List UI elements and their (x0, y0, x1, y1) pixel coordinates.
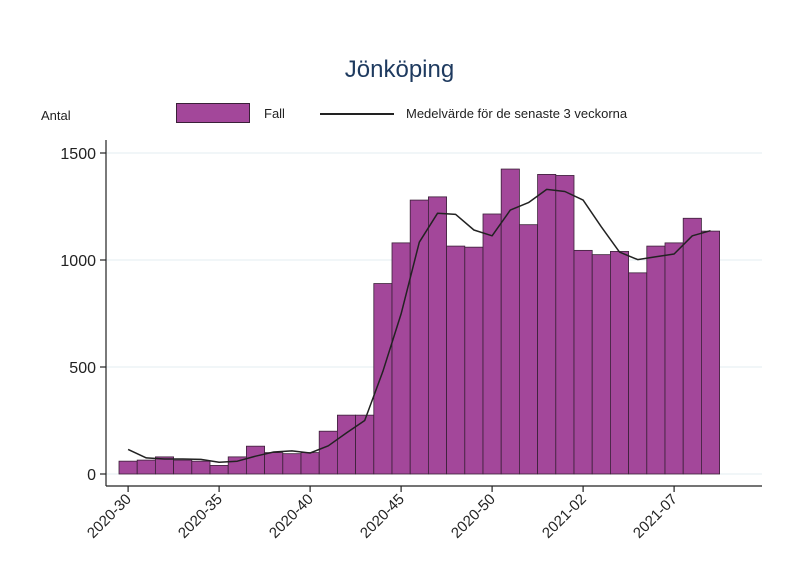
legend-line-average (320, 113, 394, 115)
y-tick-label: 1000 (60, 253, 96, 270)
bar (664, 242, 684, 475)
bar (701, 230, 721, 475)
bar (500, 168, 520, 475)
bar (464, 246, 484, 475)
bar (336, 414, 356, 475)
bar (118, 460, 138, 475)
bar (209, 465, 229, 475)
bar (646, 245, 666, 475)
legend-label-average: Medelvärde för de senaste 3 veckorna (406, 106, 628, 121)
bar (591, 254, 611, 475)
bar (300, 452, 320, 475)
bar (373, 283, 393, 475)
bar (628, 272, 648, 475)
x-tick-label: 2020-40 (266, 491, 317, 542)
x-tick-label: 2021-02 (539, 491, 590, 542)
chart-title: Jönköping (344, 56, 455, 83)
x-tick-label: 2020-30 (84, 491, 135, 542)
x-tick-label: 2021-07 (630, 491, 681, 542)
bar (136, 459, 156, 475)
bar (245, 445, 265, 475)
bar (427, 196, 447, 475)
bar (573, 249, 593, 475)
bar (519, 224, 539, 475)
x-tick-label: 2020-35 (175, 491, 226, 542)
bar (555, 175, 575, 475)
legend-label-fall: Fall (264, 106, 285, 121)
bar (446, 245, 466, 475)
y-tick-label: 1500 (60, 146, 96, 163)
x-tick-label: 2020-45 (357, 491, 408, 542)
bar (610, 251, 630, 475)
bar (191, 460, 211, 475)
y-tick-label: 500 (69, 360, 96, 377)
bar (282, 453, 302, 475)
y-tick-label: 0 (87, 467, 96, 484)
bar (391, 242, 411, 475)
bar (482, 213, 502, 475)
legend-swatch-fall (176, 103, 250, 123)
bar (264, 452, 284, 475)
x-tick-label: 2020-50 (448, 491, 499, 542)
bar (537, 173, 557, 475)
average-line (127, 188, 711, 463)
bar (318, 430, 338, 475)
bar (682, 217, 702, 475)
y-axis-label: Antal (41, 108, 71, 123)
bar (173, 459, 193, 475)
